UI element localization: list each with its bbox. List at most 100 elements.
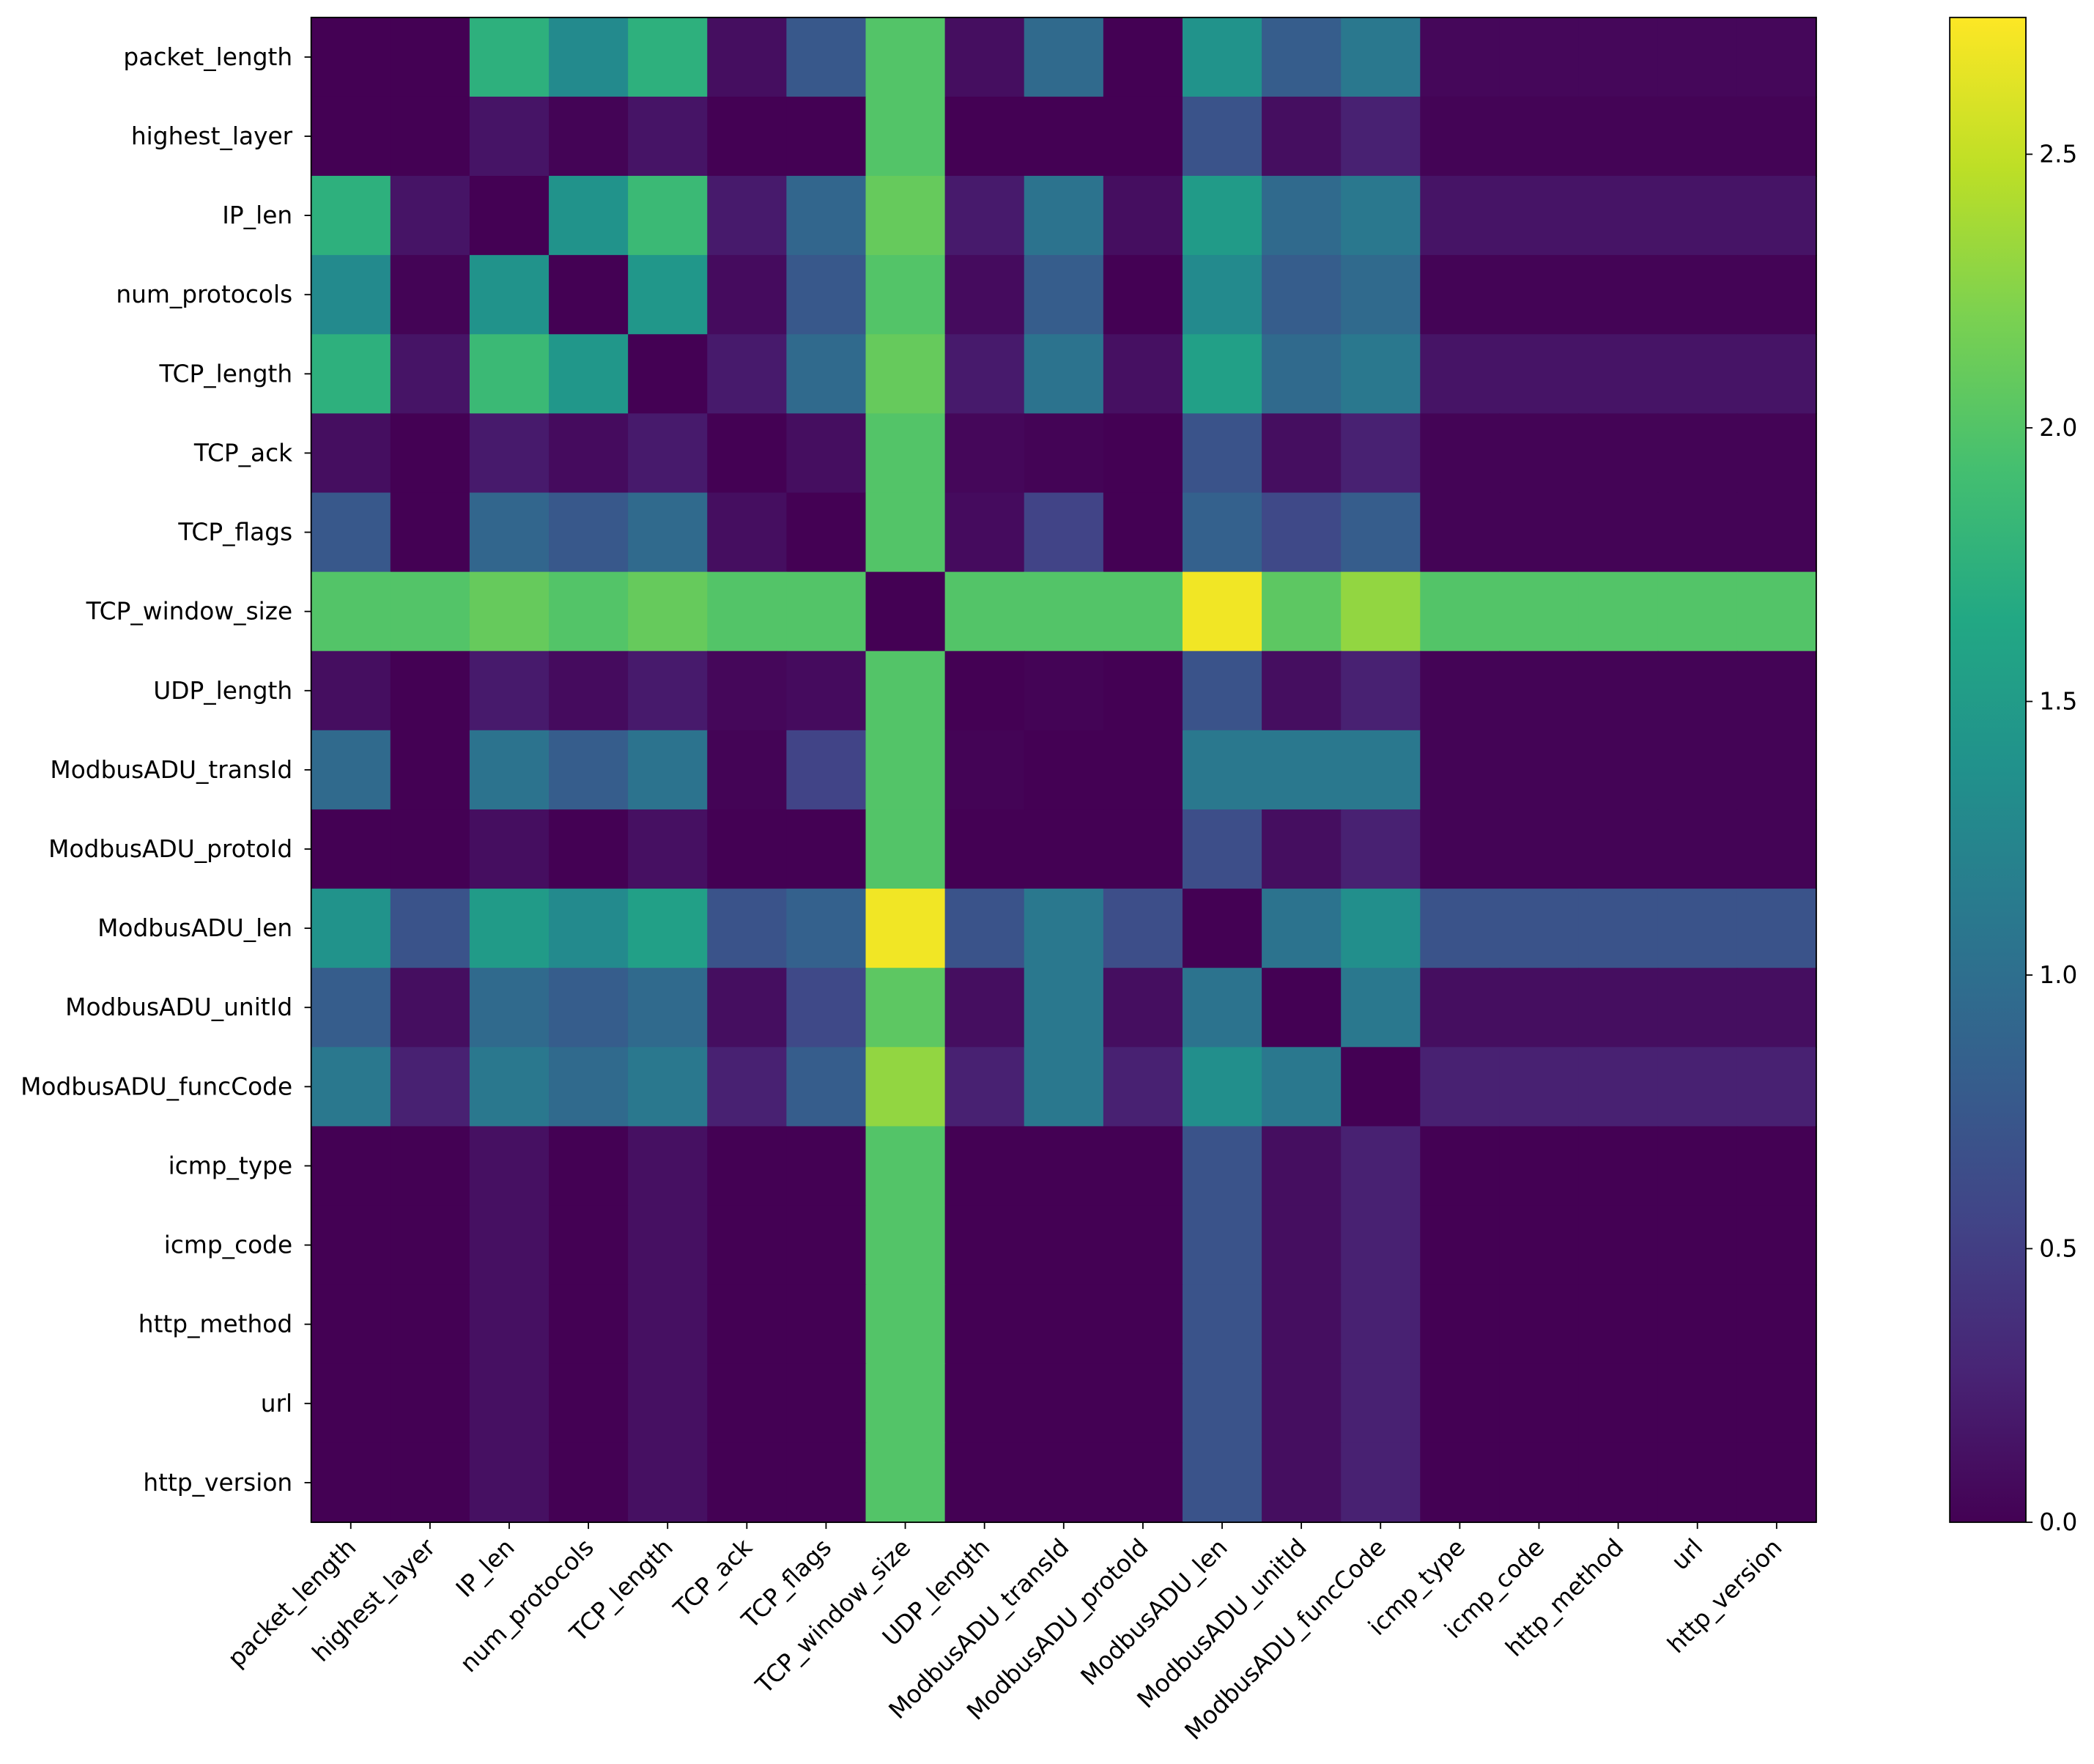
heatmap-cell (628, 413, 709, 494)
heatmap-cell (1103, 1363, 1183, 1444)
heatmap-cell (1420, 968, 1501, 1048)
heatmap-cell (1499, 255, 1580, 336)
heatmap-cell (1499, 492, 1580, 573)
heatmap-cell (311, 255, 391, 336)
heatmap-cell (390, 889, 470, 969)
heatmap-cell (469, 651, 550, 731)
heatmap-cell (1736, 968, 1817, 1048)
heatmap-cell (1578, 1363, 1659, 1444)
heatmap-cell (1420, 17, 1501, 97)
heatmap-cell (1420, 730, 1501, 810)
x-tick-label: ModbusADU_len (1076, 1533, 1233, 1691)
heatmap-cell (944, 730, 1025, 810)
heatmap-cell (390, 96, 470, 177)
heatmap-cell (1182, 255, 1262, 336)
heatmap-cell (1420, 176, 1501, 256)
heatmap-cell (1341, 809, 1421, 889)
heatmap-cell (1420, 1284, 1501, 1365)
heatmap-cell (865, 968, 946, 1048)
heatmap-cell (1657, 1363, 1738, 1444)
heatmap-cell (1103, 730, 1183, 810)
heatmap-cell (1657, 255, 1738, 336)
heatmap-cell (786, 968, 867, 1048)
heatmap-cell (944, 809, 1025, 889)
heatmap-cell (1657, 571, 1738, 652)
heatmap-cell (1578, 889, 1659, 969)
heatmap-cell (707, 255, 788, 336)
heatmap-cell (1262, 968, 1342, 1048)
heatmap-cell (707, 1363, 788, 1444)
heatmap-cell (865, 1205, 946, 1286)
heatmap-cell (1736, 1284, 1817, 1365)
heatmap-cell (1182, 1363, 1262, 1444)
heatmap-cell (1657, 176, 1738, 256)
heatmap-cell (1103, 1047, 1183, 1127)
heatmap-cell (390, 176, 470, 256)
heatmap-cell (628, 1284, 709, 1365)
heatmap-cell (1262, 571, 1342, 652)
heatmap-cell (1103, 492, 1183, 573)
heatmap-cell (311, 1363, 391, 1444)
colorbar-tick-label: 2.0 (2039, 414, 2077, 442)
heatmap-cell (311, 492, 391, 573)
heatmap-cell (311, 17, 391, 97)
heatmap-cell (1341, 889, 1421, 969)
heatmap-cell (1182, 1284, 1262, 1365)
heatmap-cell (865, 1126, 946, 1207)
heatmap-cell (944, 176, 1025, 256)
heatmap-cell (1103, 889, 1183, 969)
heatmap-cell (628, 809, 709, 889)
heatmap-cell (628, 730, 709, 810)
heatmap-cell (1182, 809, 1262, 889)
heatmap-cell (1182, 1126, 1262, 1207)
heatmap-cell (1024, 730, 1104, 810)
heatmap-cell (1736, 1363, 1817, 1444)
heatmap-cell (1736, 1205, 1817, 1286)
heatmap-cell (311, 651, 391, 731)
y-axis: packet_length highest_layer IP_len num_prot… (21, 43, 311, 1497)
heatmap-cell (390, 651, 470, 731)
heatmap-cell (469, 1047, 550, 1127)
heatmap-cell (1499, 334, 1580, 415)
heatmap-cell (1736, 1442, 1817, 1523)
heatmap-cell (1657, 1284, 1738, 1365)
heatmap-cell (1262, 413, 1342, 494)
heatmap-cell (390, 1047, 470, 1127)
heatmap-cell (549, 96, 629, 177)
heatmap-cell (1578, 968, 1659, 1048)
heatmap-cell (1024, 17, 1104, 97)
heatmap-cell (390, 809, 470, 889)
heatmap-cell (1499, 176, 1580, 256)
heatmap-cell (944, 1205, 1025, 1286)
heatmap-cell (1262, 17, 1342, 97)
heatmap-cell (469, 809, 550, 889)
x-tick-label: url (1666, 1533, 1709, 1576)
heatmap-cell (628, 571, 709, 652)
heatmap-cell (1024, 1363, 1104, 1444)
heatmap-cell (628, 176, 709, 256)
heatmap-cell (786, 651, 867, 731)
heatmap-cell (865, 96, 946, 177)
heatmap-cell (1420, 1442, 1501, 1523)
heatmap-cell (311, 571, 391, 652)
y-tick-label: TCP_length (158, 360, 292, 388)
y-tick-label: UDP_length (153, 677, 292, 705)
heatmap-cell (865, 413, 946, 494)
y-tick-label: http_method (138, 1311, 292, 1338)
heatmap-cell (549, 1442, 629, 1523)
heatmap-cell (628, 968, 709, 1048)
heatmap-cell (1182, 17, 1262, 97)
heatmap-cell (707, 968, 788, 1048)
heatmap-cell (1578, 334, 1659, 415)
x-tick-label: IP_len (451, 1533, 520, 1603)
heatmap-cell (707, 1284, 788, 1365)
heatmap-cell (628, 1442, 709, 1523)
heatmap-cell (707, 1047, 788, 1127)
heatmap-cell (549, 1205, 629, 1286)
y-tick-label: ModbusADU_funcCode (21, 1072, 292, 1100)
heatmap-cell (786, 1126, 867, 1207)
heatmap-cell (786, 1284, 867, 1365)
heatmap-cell (1657, 809, 1738, 889)
heatmap-cell (1736, 651, 1817, 731)
